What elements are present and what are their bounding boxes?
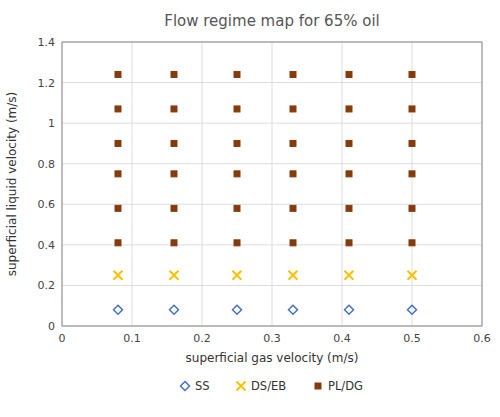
point <box>346 106 352 112</box>
point <box>115 71 121 77</box>
point <box>409 106 415 112</box>
point <box>233 271 242 280</box>
point <box>115 205 121 211</box>
x-tick-label: 0 <box>59 332 66 345</box>
point <box>290 171 296 177</box>
y-tick-label: 0.2 <box>38 279 56 292</box>
point <box>115 171 121 177</box>
x-tick-label: 0.1 <box>123 332 141 345</box>
point <box>346 205 352 211</box>
point <box>409 71 415 77</box>
y-tick-label: 0 <box>48 320 55 333</box>
point <box>290 140 296 146</box>
series-0 <box>114 305 417 314</box>
y-tick-label: 0.6 <box>38 198 56 211</box>
legend: SS DS/EB PL/DG <box>181 379 363 393</box>
x-tick-label: 0.3 <box>263 332 281 345</box>
point <box>234 106 240 112</box>
point <box>346 171 352 177</box>
grid <box>62 42 482 326</box>
point <box>171 140 177 146</box>
point <box>409 171 415 177</box>
point <box>170 271 179 280</box>
point <box>115 106 121 112</box>
point <box>234 140 240 146</box>
point <box>115 140 121 146</box>
x-grid-line <box>202 42 203 326</box>
point <box>290 71 296 77</box>
point <box>171 71 177 77</box>
legend-label: PL/DG <box>328 379 363 393</box>
point <box>346 140 352 146</box>
point <box>115 240 121 246</box>
series-1 <box>114 271 417 280</box>
point <box>290 205 296 211</box>
points <box>114 71 417 314</box>
point <box>114 271 123 280</box>
point <box>409 240 415 246</box>
point <box>346 240 352 246</box>
legend-label: SS <box>195 379 210 393</box>
y-tick-label: 1.4 <box>38 36 56 49</box>
point <box>290 106 296 112</box>
y-tick-label: 1 <box>48 117 55 130</box>
point <box>345 271 354 280</box>
point <box>171 240 177 246</box>
point <box>290 240 296 246</box>
y-tick-label: 1.2 <box>38 77 56 90</box>
point <box>233 305 242 314</box>
point <box>114 305 123 314</box>
x-grid-line <box>132 42 133 326</box>
x-axis-label: superficial gas velocity (m/s) <box>186 351 359 365</box>
series-2 <box>115 71 415 245</box>
point <box>170 305 179 314</box>
point <box>234 240 240 246</box>
point <box>408 305 417 314</box>
point <box>408 271 417 280</box>
chart: 0 0.2 0.4 0.6 0.8 1 1.2 1.4 0 0.1 0.2 0.3 0.4 0.5 0.6 F… <box>0 0 500 417</box>
point <box>409 140 415 146</box>
point <box>234 71 240 77</box>
legend-label: DS/EB <box>251 379 286 393</box>
y-axis-label: superficial liquid velocity (m/s) <box>5 92 19 277</box>
x-grid-line <box>342 42 343 326</box>
legend-symbol <box>237 382 246 391</box>
x-tick-label: 0.5 <box>403 332 421 345</box>
point <box>289 271 298 280</box>
x-grid-line <box>412 42 413 326</box>
legend-symbol <box>315 383 321 389</box>
point <box>409 205 415 211</box>
legend-symbol <box>181 382 190 391</box>
point <box>234 205 240 211</box>
plot-frame <box>62 42 482 326</box>
point <box>171 106 177 112</box>
point <box>346 71 352 77</box>
point <box>171 171 177 177</box>
y-tick-label: 0.4 <box>38 239 56 252</box>
point <box>289 305 298 314</box>
point <box>171 205 177 211</box>
title: Flow regime map for 65% oil <box>164 12 379 30</box>
point <box>234 171 240 177</box>
y-tick-label: 0.8 <box>38 158 56 171</box>
x-tick-label: 0.2 <box>193 332 211 345</box>
x-tick-label: 0.4 <box>333 332 351 345</box>
point <box>345 305 354 314</box>
x-tick-label: 0.6 <box>473 332 491 345</box>
x-grid-line <box>272 42 273 326</box>
